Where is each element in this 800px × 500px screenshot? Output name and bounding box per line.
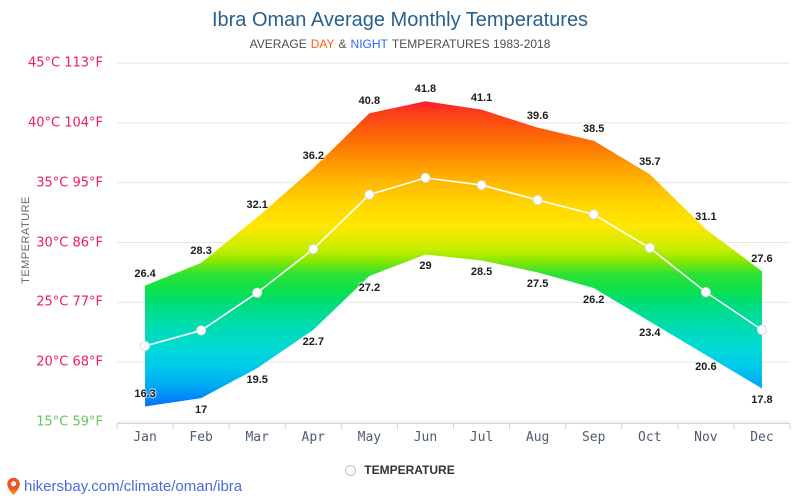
night-data-label: 22.7 [302, 335, 324, 348]
day-data-label: 32.1 [246, 199, 268, 212]
y-tick-label: 20°C 68°F [36, 354, 103, 370]
y-tick-label: 35°C 95°F [36, 175, 103, 191]
subtitle-night: NIGHT [350, 37, 388, 51]
night-data-label: 19.5 [246, 374, 268, 387]
footer-link[interactable]: hikersbay.com/climate/oman/ibra [24, 478, 243, 495]
legend-label: TEMPERATURE [364, 463, 455, 477]
x-tick-label: Aug [525, 430, 550, 445]
average-marker[interactable] [139, 340, 151, 352]
x-tick-label: Jul [469, 430, 494, 445]
chart-subtitle: AVERAGE DAY & NIGHT TEMPERATURES 1983-20… [0, 37, 800, 51]
average-marker[interactable] [532, 194, 543, 206]
night-data-label: 17.8 [751, 394, 773, 407]
day-data-label: 27.6 [751, 253, 773, 266]
subtitle-ampersand: & [338, 37, 347, 51]
chart-title: Ibra Oman Average Monthly Temperatures [211, 9, 589, 31]
day-data-label: 28.3 [190, 244, 212, 257]
night-data-label: 26.2 [582, 293, 605, 306]
night-data-label: 27.2 [358, 282, 381, 294]
y-tick-label: 30°C 86°F [36, 235, 103, 250]
location-pin-icon [7, 477, 20, 496]
night-data-label: 23.4 [639, 327, 661, 340]
y-tick-label: 15°C 59°F [36, 414, 103, 430]
average-marker[interactable] [476, 179, 487, 191]
day-data-label: 40.8 [358, 95, 381, 108]
night-data-label: 17 [195, 404, 208, 417]
night-data-label: 16.3 [134, 388, 156, 401]
average-marker[interactable] [588, 209, 599, 220]
y-tick-label: 45°C 113°F [27, 55, 103, 71]
day-data-label: 36.2 [302, 150, 324, 163]
x-tick-label: Jan [133, 430, 157, 445]
x-tick-label: Oct [638, 430, 662, 445]
night-data-label: 28.5 [470, 266, 493, 279]
y-tick-label: 40°C 104°F [27, 115, 103, 131]
legend-circle-icon [345, 464, 357, 476]
night-data-label: 20.6 [695, 360, 717, 373]
average-temperature-line [144, 177, 763, 347]
x-tick-label: May [357, 430, 382, 445]
x-tick-label: Sep [581, 430, 606, 445]
subtitle-day: DAY [310, 37, 335, 51]
legend[interactable]: TEMPERATURE [0, 463, 800, 477]
footer: hikersbay.com/climate/oman/ibra [6, 477, 242, 496]
day-data-label: 39.6 [526, 109, 549, 122]
x-tick-label: Feb [189, 430, 213, 445]
subtitle-prefix: AVERAGE [249, 37, 307, 51]
x-tick-label: Jun [413, 430, 438, 445]
average-marker[interactable] [756, 324, 768, 335]
temperature-band [145, 101, 762, 407]
x-tick-label: Dec [750, 430, 774, 445]
day-data-label: 41.1 [470, 91, 493, 104]
x-tick-label: Nov [694, 430, 718, 445]
average-marker[interactable] [420, 172, 431, 183]
average-marker[interactable] [364, 189, 375, 200]
average-marker[interactable] [196, 325, 207, 336]
day-data-label: 41.8 [414, 83, 437, 96]
x-tick-label: Apr [301, 430, 326, 445]
average-marker[interactable] [252, 287, 263, 298]
subtitle-suffix: TEMPERATURES 1983-2018 [391, 37, 551, 51]
y-tick-label: 25°C 77°F [36, 294, 103, 310]
day-data-label: 26.4 [134, 267, 156, 280]
x-tick-label: Mar [245, 430, 269, 445]
average-marker[interactable] [308, 243, 319, 255]
night-data-label: 29 [419, 260, 432, 273]
day-data-label: 38.5 [582, 122, 605, 135]
day-data-label: 35.7 [639, 156, 661, 169]
day-data-label: 31.1 [695, 211, 717, 224]
average-marker[interactable] [700, 287, 711, 298]
night-data-label: 27.5 [526, 278, 549, 291]
average-marker[interactable] [644, 242, 655, 253]
